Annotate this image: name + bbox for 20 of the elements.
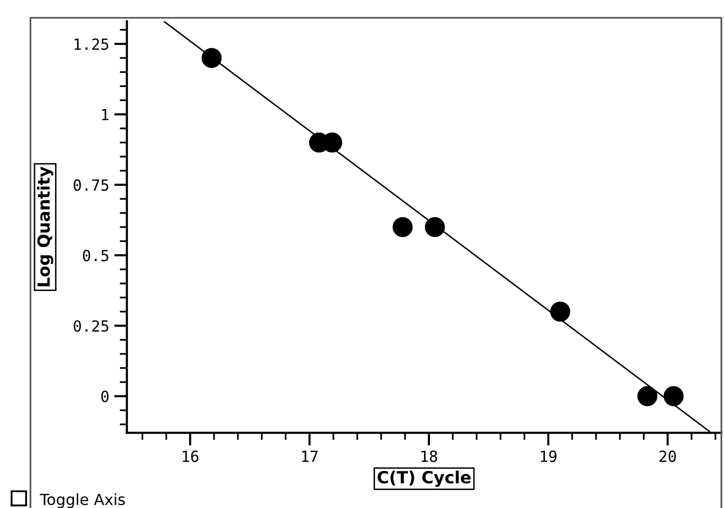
point bbox=[637, 386, 658, 406]
y-tick-label: 0 bbox=[101, 390, 109, 402]
point bbox=[202, 48, 222, 68]
y-tick-label: 1 bbox=[102, 109, 108, 120]
x-axis-title: C(T) Cycle bbox=[378, 470, 471, 487]
y-tick-label: 0.5 bbox=[82, 250, 108, 262]
x-tick-label: 17 bbox=[302, 450, 318, 462]
point bbox=[664, 386, 684, 406]
point bbox=[392, 217, 413, 238]
text: Toggle Axis bbox=[40, 493, 125, 508]
x-tick-label: 16 bbox=[182, 450, 198, 462]
y-tick-label: 1.25 bbox=[74, 38, 108, 50]
y-axis-title: Log Quantity bbox=[37, 166, 54, 286]
x-tick-label: 18 bbox=[422, 450, 438, 462]
y-tick-label: 0.25 bbox=[74, 320, 108, 332]
point bbox=[424, 217, 445, 238]
y-tick-label: 0.75 bbox=[74, 179, 108, 191]
x-tick-label: 20 bbox=[660, 450, 676, 462]
x-tick-label: 19 bbox=[540, 450, 556, 462]
point bbox=[550, 302, 570, 322]
